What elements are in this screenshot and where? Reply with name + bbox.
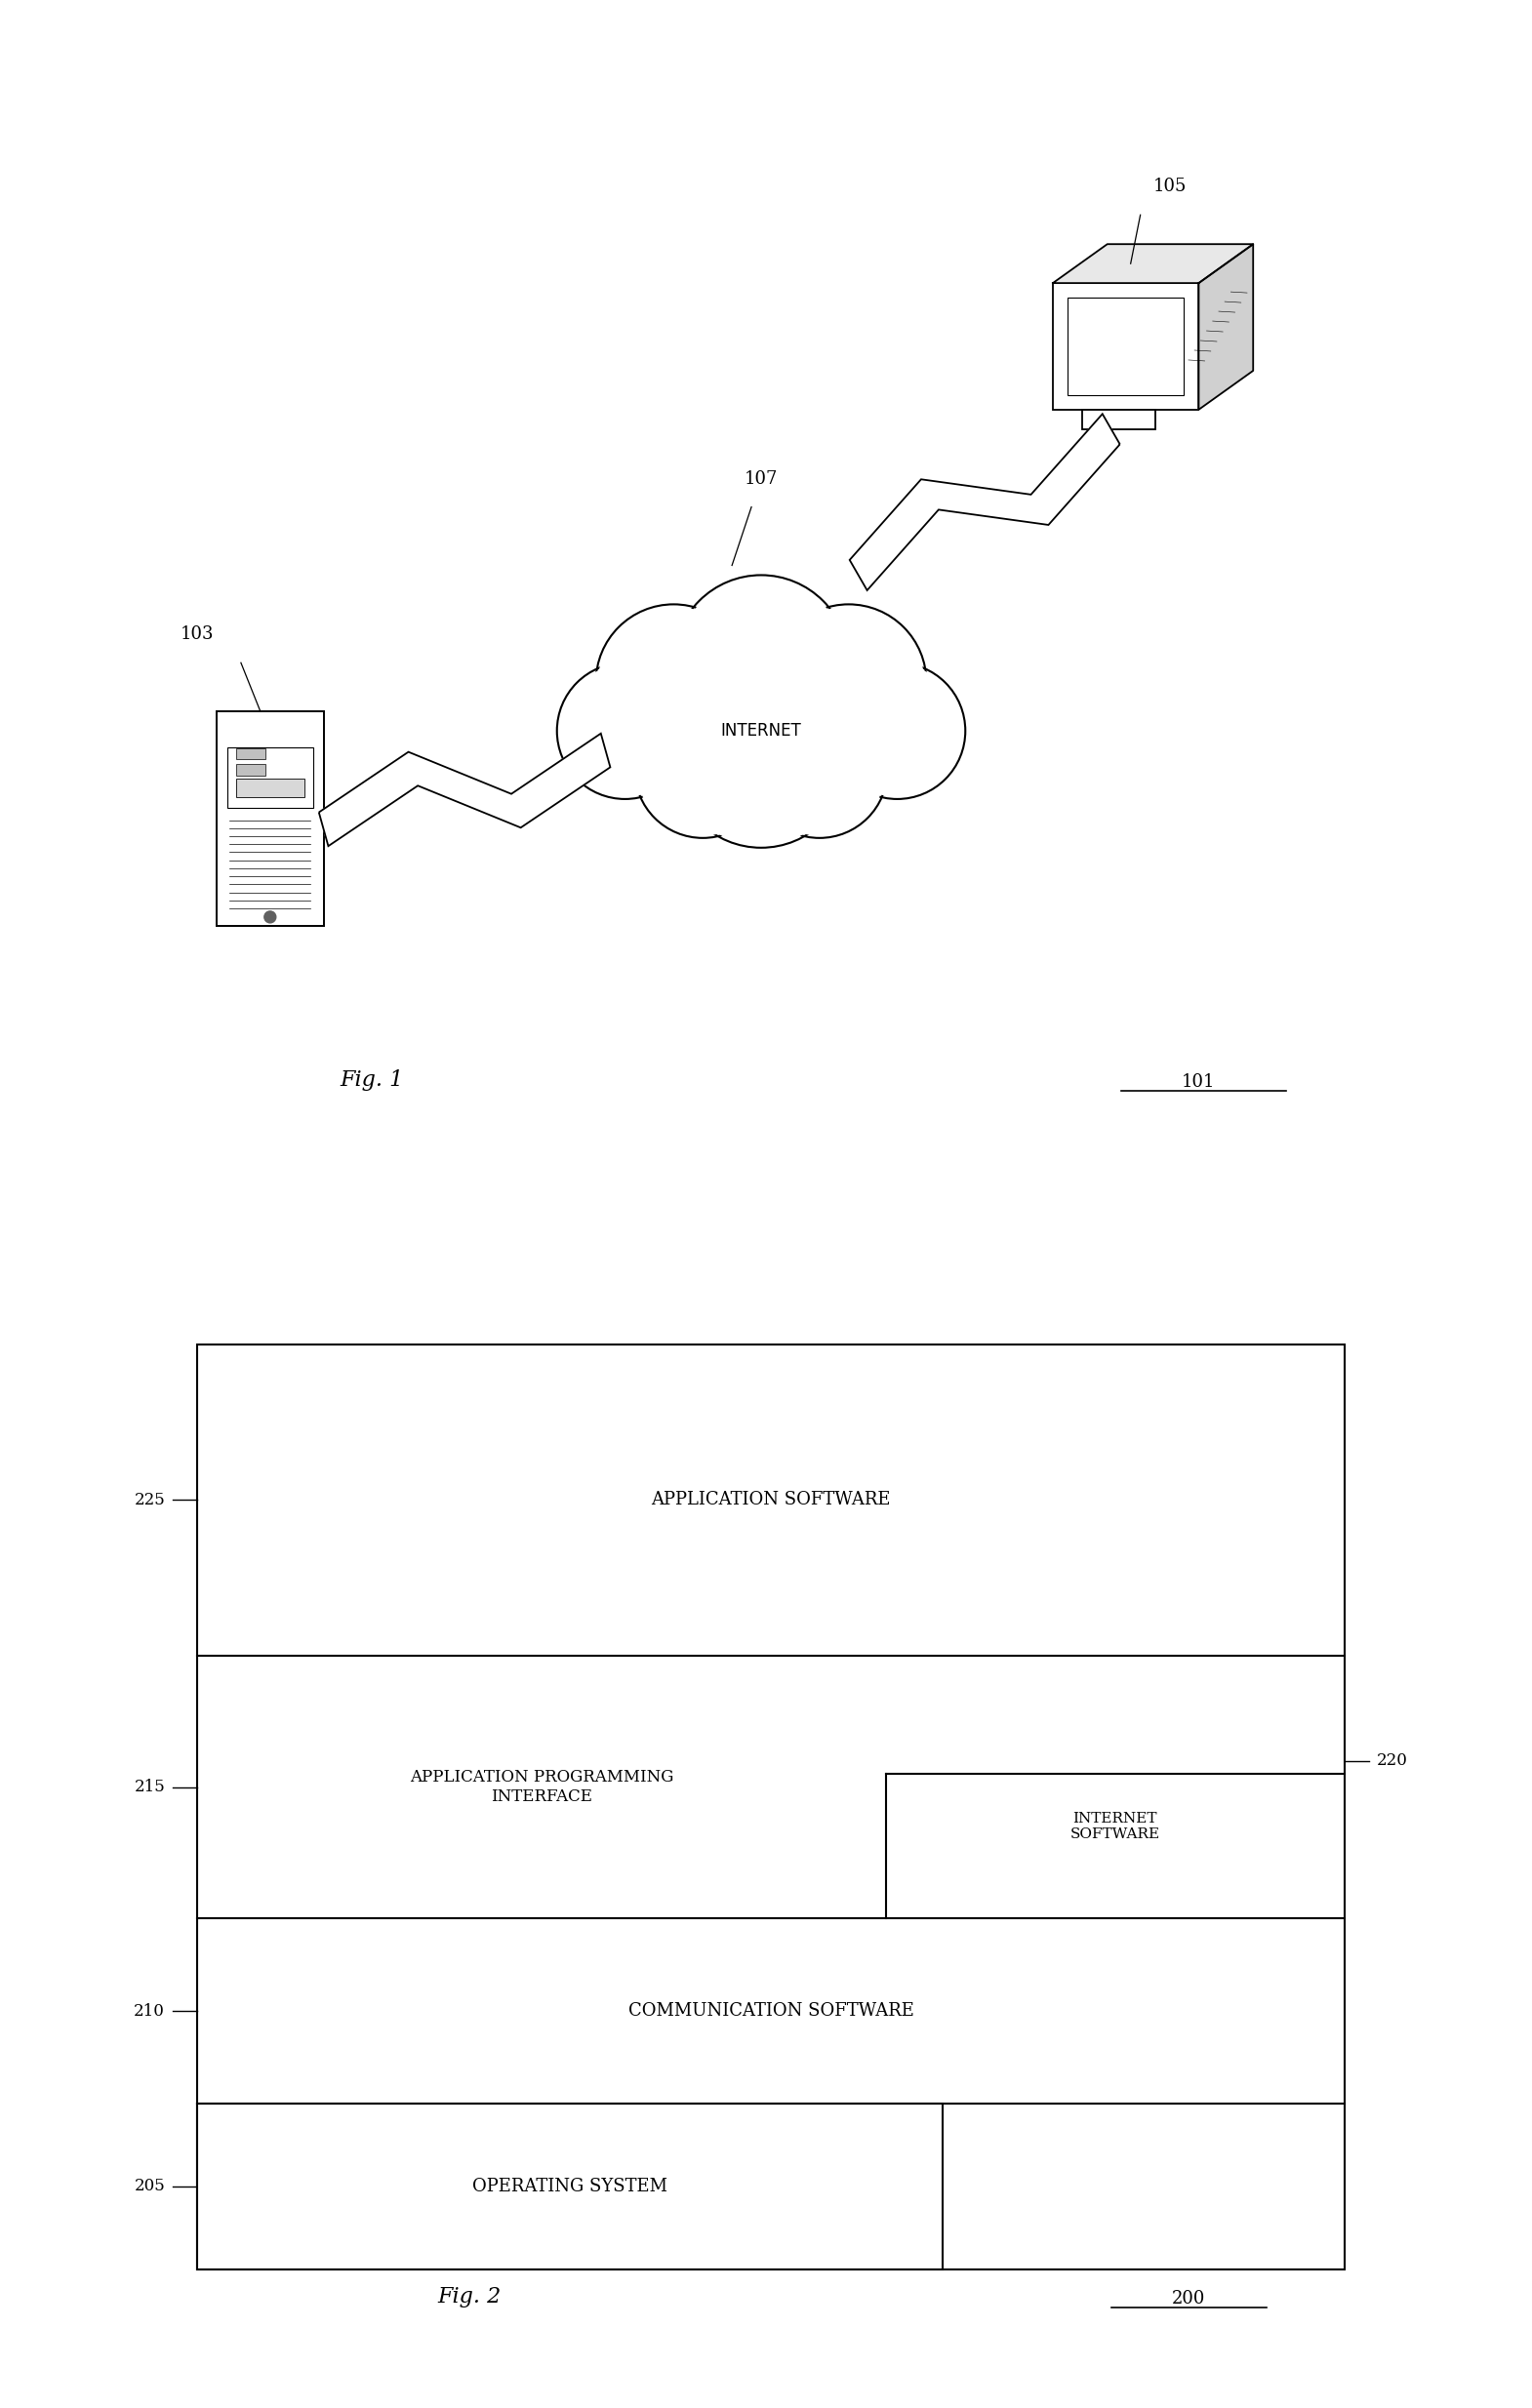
- Text: 220: 220: [1377, 1753, 1408, 1770]
- Text: 225: 225: [135, 1491, 165, 1507]
- Text: OPERATING SYSTEM: OPERATING SYSTEM: [472, 2177, 668, 2196]
- Circle shape: [677, 674, 846, 845]
- Text: INTERNET
SOFTWARE: INTERNET SOFTWARE: [1071, 1811, 1160, 1842]
- Text: 200: 200: [1172, 2290, 1206, 2307]
- FancyBboxPatch shape: [198, 2105, 944, 2268]
- FancyBboxPatch shape: [236, 749, 267, 759]
- Circle shape: [596, 604, 751, 761]
- Polygon shape: [1198, 243, 1253, 409]
- Circle shape: [751, 701, 887, 838]
- Circle shape: [634, 701, 771, 838]
- Text: 210: 210: [133, 2003, 165, 2020]
- Circle shape: [677, 578, 846, 746]
- Text: 107: 107: [745, 470, 778, 486]
- Circle shape: [559, 665, 689, 797]
- Circle shape: [265, 910, 276, 922]
- FancyBboxPatch shape: [1068, 299, 1184, 395]
- FancyBboxPatch shape: [1052, 284, 1198, 409]
- FancyBboxPatch shape: [198, 1344, 1345, 2268]
- Circle shape: [754, 706, 884, 836]
- Circle shape: [637, 706, 768, 836]
- Text: INTERNET: INTERNET: [720, 722, 801, 739]
- Circle shape: [771, 604, 927, 761]
- Circle shape: [774, 607, 924, 756]
- Circle shape: [674, 576, 849, 751]
- Polygon shape: [1052, 243, 1253, 284]
- Text: 105: 105: [1152, 178, 1186, 195]
- Text: 103: 103: [181, 626, 214, 643]
- FancyBboxPatch shape: [227, 749, 313, 807]
- Text: 215: 215: [135, 1780, 165, 1796]
- Circle shape: [829, 662, 965, 799]
- Text: Fig. 2: Fig. 2: [438, 2288, 501, 2307]
- Polygon shape: [319, 734, 610, 845]
- Circle shape: [558, 662, 692, 799]
- Circle shape: [832, 665, 962, 797]
- Text: Fig. 1: Fig. 1: [340, 1069, 404, 1091]
- FancyBboxPatch shape: [236, 778, 305, 797]
- Circle shape: [599, 607, 749, 756]
- Text: COMMUNICATION SOFTWARE: COMMUNICATION SOFTWARE: [628, 2001, 913, 2020]
- Circle shape: [674, 672, 849, 848]
- Text: 205: 205: [135, 2177, 165, 2194]
- Text: APPLICATION SOFTWARE: APPLICATION SOFTWARE: [651, 1491, 890, 1510]
- Text: APPLICATION PROGRAMMING
INTERFACE: APPLICATION PROGRAMMING INTERFACE: [409, 1770, 673, 1806]
- FancyBboxPatch shape: [236, 763, 267, 775]
- FancyBboxPatch shape: [1082, 409, 1155, 429]
- Polygon shape: [850, 414, 1120, 590]
- Text: 101: 101: [1181, 1074, 1215, 1091]
- FancyBboxPatch shape: [216, 710, 323, 925]
